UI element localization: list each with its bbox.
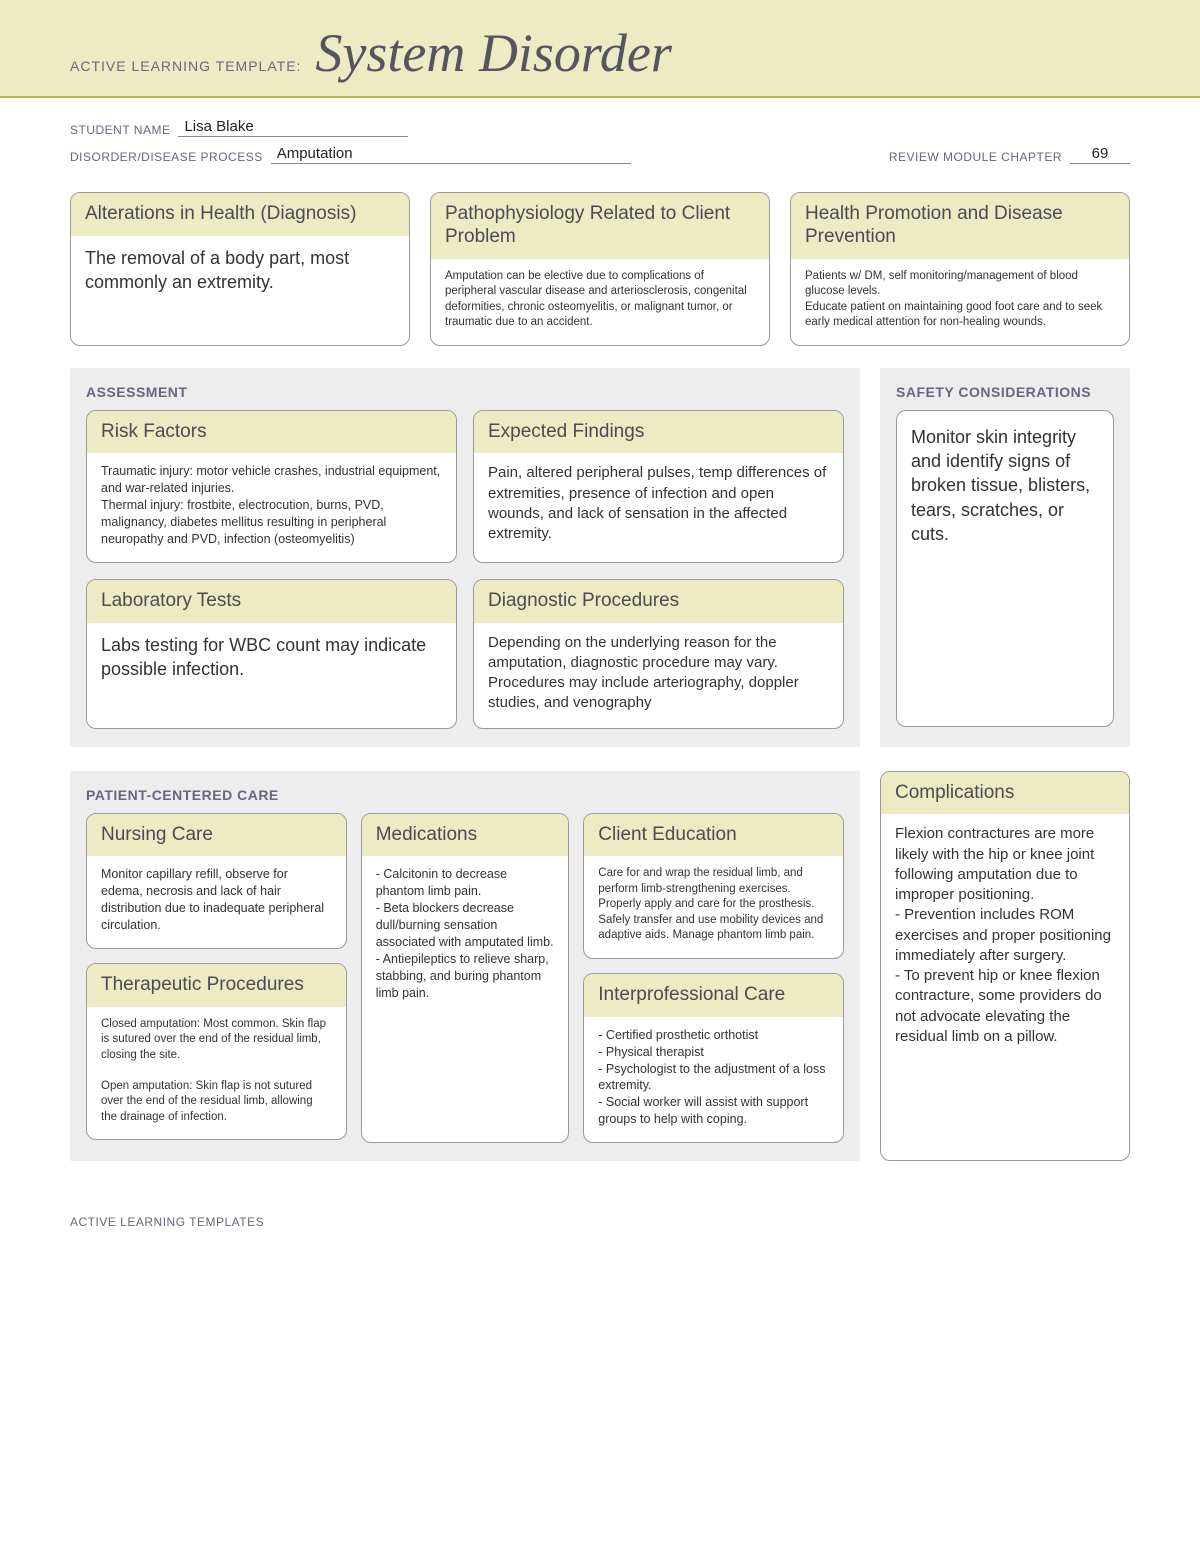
card-safety-body: Monitor skin integrity and identify sign…	[897, 411, 1113, 591]
card-alterations-title: Alterations in Health (Diagnosis)	[71, 193, 409, 236]
card-client-education-body: Care for and wrap the residual limb, and…	[584, 856, 843, 958]
chapter-field[interactable]: 69	[1070, 145, 1130, 164]
card-pathophysiology: Pathophysiology Related to Client Proble…	[430, 192, 770, 346]
card-safety: Monitor skin integrity and identify sign…	[896, 410, 1114, 727]
safety-section-title: SAFETY CONSIDERATIONS	[896, 384, 1114, 400]
card-client-education-title: Client Education	[584, 814, 843, 857]
card-expected-findings: Expected Findings Pain, altered peripher…	[473, 410, 844, 563]
card-health-promotion: Health Promotion and Disease Prevention …	[790, 192, 1130, 346]
card-health-promotion-title: Health Promotion and Disease Prevention	[791, 193, 1129, 259]
card-laboratory-tests-body: Labs testing for WBC count may indicate …	[87, 623, 456, 723]
banner-label: ACTIVE LEARNING TEMPLATE:	[70, 58, 301, 74]
card-alterations-body: The removal of a body part, most commonl…	[71, 236, 409, 309]
safety-section: SAFETY CONSIDERATIONS Monitor skin integ…	[880, 368, 1130, 747]
student-name-label: STUDENT NAME	[70, 123, 170, 137]
card-health-promotion-body: Patients w/ DM, self monitoring/manageme…	[791, 259, 1129, 345]
card-diagnostic-procedures-body: Depending on the underlying reason for t…	[474, 623, 843, 728]
card-interprofessional-care: Interprofessional Care - Certified prost…	[583, 973, 844, 1143]
card-therapeutic-procedures-title: Therapeutic Procedures	[87, 964, 346, 1007]
card-nursing-care-body: Monitor capillary refill, observe for ed…	[87, 856, 346, 948]
meta-block: STUDENT NAME Lisa Blake DISORDER/DISEASE…	[0, 98, 1200, 182]
pcc-section-title: PATIENT-CENTERED CARE	[86, 787, 844, 803]
card-interprofessional-care-body: - Certified prosthetic orthotist - Physi…	[584, 1017, 843, 1142]
card-diagnostic-procedures: Diagnostic Procedures Depending on the u…	[473, 579, 844, 729]
card-expected-findings-title: Expected Findings	[474, 411, 843, 454]
banner-title: System Disorder	[315, 22, 671, 84]
complications-wrapper: Complications Flexion contractures are m…	[880, 771, 1130, 1161]
assessment-section: ASSESSMENT Risk Factors Traumatic injury…	[70, 368, 860, 747]
student-name-field[interactable]: Lisa Blake	[178, 118, 408, 137]
card-client-education: Client Education Care for and wrap the r…	[583, 813, 844, 959]
card-complications-body: Flexion contractures are more likely wit…	[881, 814, 1129, 1061]
card-expected-findings-body: Pain, altered peripheral pulses, temp di…	[474, 453, 843, 558]
card-interprofessional-care-title: Interprofessional Care	[584, 974, 843, 1017]
footer-label: ACTIVE LEARNING TEMPLATES	[0, 1185, 1200, 1229]
disorder-process-label: DISORDER/DISEASE PROCESS	[70, 150, 263, 164]
pcc-section: PATIENT-CENTERED CARE Nursing Care Monit…	[70, 771, 860, 1161]
top-cards-row: Alterations in Health (Diagnosis) The re…	[70, 192, 1130, 346]
card-complications: Complications Flexion contractures are m…	[880, 771, 1130, 1161]
card-medications-body: - Calcitonin to decrease phantom limb pa…	[362, 856, 569, 1015]
card-complications-title: Complications	[881, 772, 1129, 815]
card-risk-factors-title: Risk Factors	[87, 411, 456, 454]
card-risk-factors: Risk Factors Traumatic injury: motor veh…	[86, 410, 457, 563]
card-laboratory-tests-title: Laboratory Tests	[87, 580, 456, 623]
card-risk-factors-body: Traumatic injury: motor vehicle crashes,…	[87, 453, 456, 561]
card-nursing-care: Nursing Care Monitor capillary refill, o…	[86, 813, 347, 949]
card-diagnostic-procedures-title: Diagnostic Procedures	[474, 580, 843, 623]
card-medications-title: Medications	[362, 814, 569, 857]
assessment-section-title: ASSESSMENT	[86, 384, 844, 400]
card-pathophysiology-body: Amputation can be elective due to compli…	[431, 259, 769, 345]
card-therapeutic-procedures: Therapeutic Procedures Closed amputation…	[86, 963, 347, 1140]
chapter-label: REVIEW MODULE CHAPTER	[889, 150, 1062, 164]
card-therapeutic-procedures-body: Closed amputation: Most common. Skin fla…	[87, 1007, 346, 1140]
card-nursing-care-title: Nursing Care	[87, 814, 346, 857]
disorder-process-field[interactable]: Amputation	[271, 145, 631, 164]
card-laboratory-tests: Laboratory Tests Labs testing for WBC co…	[86, 579, 457, 729]
banner: ACTIVE LEARNING TEMPLATE: System Disorde…	[0, 0, 1200, 98]
card-pathophysiology-title: Pathophysiology Related to Client Proble…	[431, 193, 769, 259]
page: ACTIVE LEARNING TEMPLATE: System Disorde…	[0, 0, 1200, 1269]
card-alterations: Alterations in Health (Diagnosis) The re…	[70, 192, 410, 346]
card-medications: Medications - Calcitonin to decrease pha…	[361, 813, 570, 1143]
